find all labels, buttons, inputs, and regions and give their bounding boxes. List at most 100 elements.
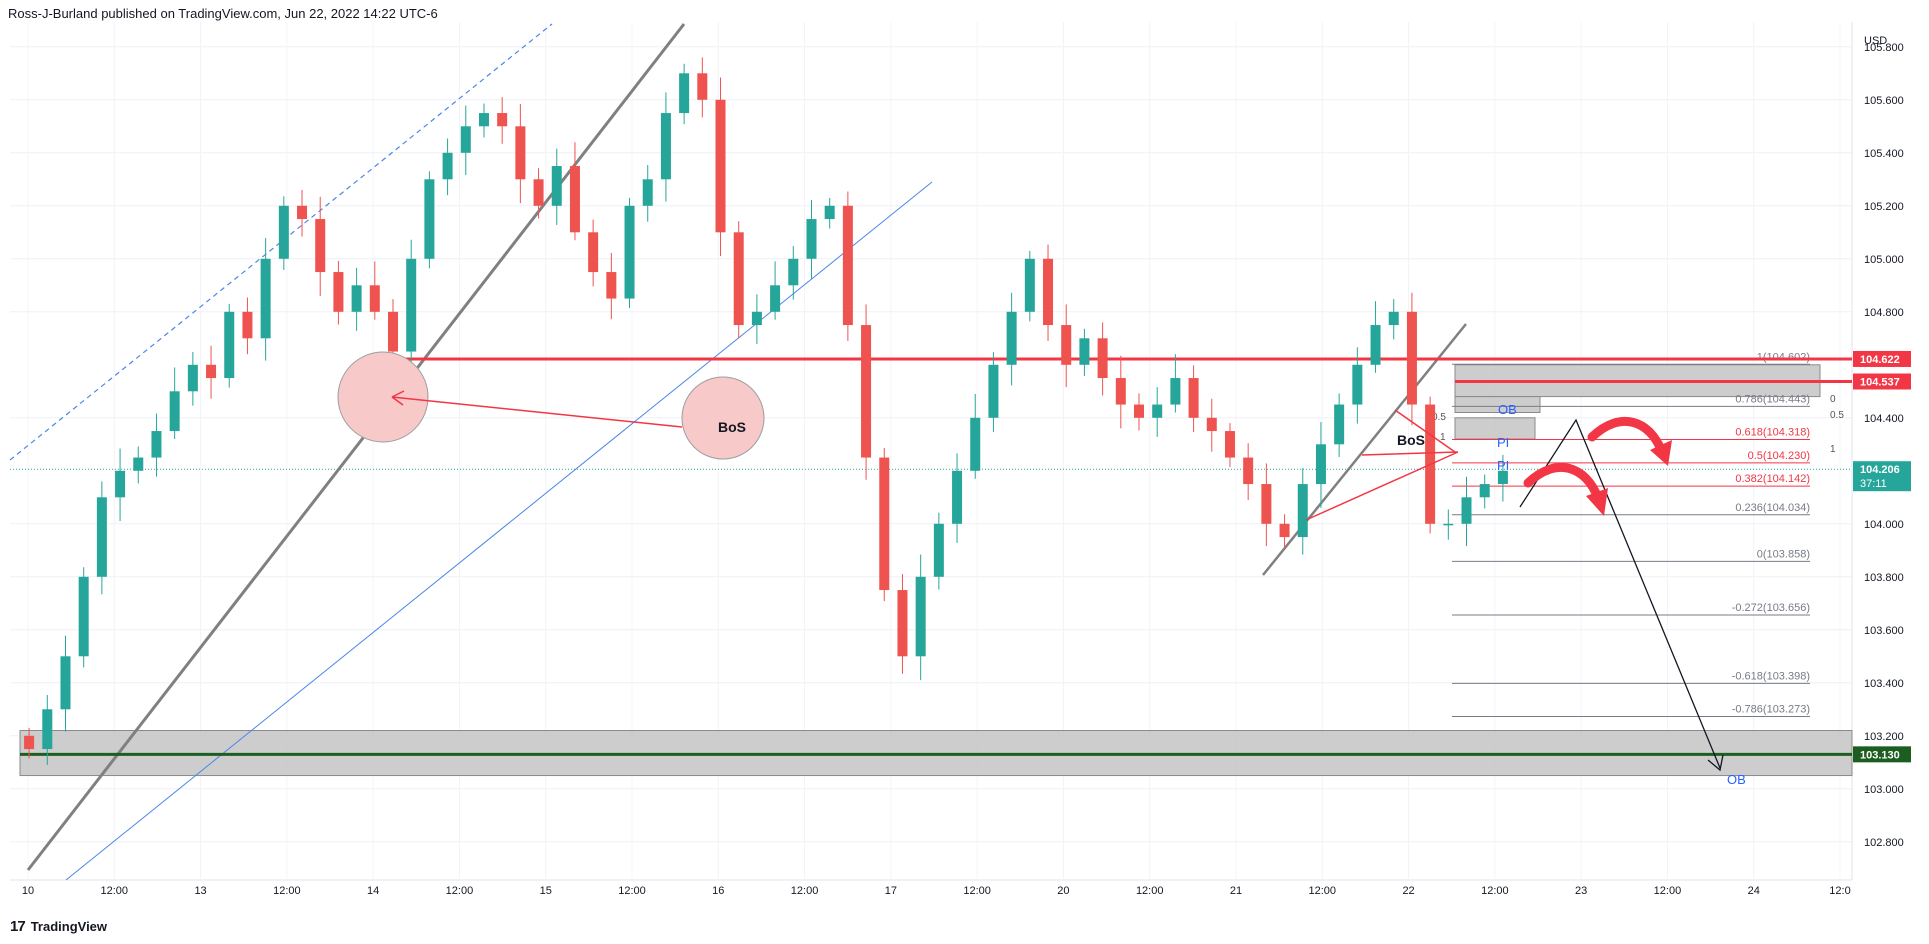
x-tick-label: 12:00 bbox=[1136, 885, 1164, 897]
ob-label-top: OB bbox=[1498, 402, 1517, 417]
x-tick-label: 12:00 bbox=[273, 885, 301, 897]
candle-body bbox=[697, 73, 708, 100]
candle-body bbox=[1152, 404, 1163, 418]
candle-body bbox=[242, 311, 253, 339]
bos-arrows-2 bbox=[1305, 409, 1459, 521]
y-tick-label: 105.400 bbox=[1864, 148, 1904, 160]
y-tick-label: 104.400 bbox=[1864, 413, 1904, 425]
candle-body bbox=[1133, 404, 1145, 418]
fib-label-0: 0(103.858) bbox=[1757, 548, 1810, 560]
bos-label-2: BoS bbox=[1397, 432, 1425, 448]
candle-body bbox=[606, 272, 617, 299]
fib-label-0.618: 0.618(104.318) bbox=[1735, 427, 1810, 439]
y-tick-label: 105.600 bbox=[1864, 95, 1904, 107]
candle-body bbox=[588, 232, 599, 273]
pi-label-1: PI bbox=[1497, 435, 1509, 450]
candle-body bbox=[497, 113, 508, 127]
x-tick-label: 13 bbox=[194, 885, 206, 897]
price-tag-bg bbox=[1853, 746, 1911, 763]
tradingview-logo-icon: 17 bbox=[10, 918, 26, 935]
candle-body bbox=[1406, 311, 1417, 405]
candle-body bbox=[1097, 338, 1108, 379]
candle-body bbox=[970, 417, 981, 471]
pi-zone-2 bbox=[1454, 417, 1536, 440]
bos-arrow-1 bbox=[391, 396, 683, 428]
x-tick-label: 12:00 bbox=[446, 885, 474, 897]
candle-body bbox=[187, 364, 198, 392]
candle-body bbox=[624, 205, 635, 299]
x-tick-label: 21 bbox=[1230, 885, 1242, 897]
tradingview-brand: TradingView bbox=[30, 919, 108, 934]
candle-body bbox=[406, 258, 417, 352]
candle-body bbox=[278, 205, 289, 259]
x-tick-label: 12:00 bbox=[963, 885, 991, 897]
candle-body bbox=[42, 709, 53, 750]
y-tick-label: 103.200 bbox=[1864, 731, 1904, 743]
y-tick-label: 103.400 bbox=[1864, 678, 1904, 690]
candle-body bbox=[988, 364, 999, 418]
tradingview-footer[interactable]: 17 TradingView bbox=[10, 918, 107, 935]
candle-body bbox=[751, 311, 762, 326]
candle-body bbox=[387, 311, 399, 352]
y-tick-label: 105.000 bbox=[1864, 254, 1904, 266]
candle-body bbox=[806, 219, 817, 259]
candle-body bbox=[679, 73, 690, 114]
candle-body bbox=[642, 179, 653, 206]
small-fib-label: 0 bbox=[1830, 394, 1836, 405]
candle-body bbox=[1006, 311, 1017, 365]
candle-body bbox=[551, 166, 562, 206]
fib-label--0.272: -0.272(103.656) bbox=[1732, 602, 1810, 614]
x-tick-label: 17 bbox=[885, 885, 897, 897]
candle-body bbox=[96, 497, 107, 577]
candle-body bbox=[1061, 325, 1072, 365]
y-tick-label: 105.800 bbox=[1864, 42, 1904, 54]
candle-body bbox=[478, 113, 489, 127]
x-tick-label: 20 bbox=[1057, 885, 1069, 897]
fib-label-0.5: 0.5(104.230) bbox=[1748, 450, 1810, 462]
price-tag-104.622: 104.622 bbox=[1860, 354, 1900, 366]
candle-body bbox=[460, 126, 471, 153]
small-fib-label: 1 bbox=[1830, 444, 1836, 455]
x-tick-label: 12:00 bbox=[101, 885, 129, 897]
price-tag-bg bbox=[1853, 350, 1911, 367]
ob-label-bottom: OB bbox=[1727, 772, 1746, 787]
candle-body bbox=[1497, 470, 1508, 485]
candle-body bbox=[1243, 457, 1254, 485]
candle-body bbox=[133, 457, 144, 471]
bos-arrowhead-1 bbox=[391, 390, 405, 406]
x-tick-label: 12:0 bbox=[1829, 885, 1850, 897]
candle-body bbox=[824, 205, 835, 220]
candle-body bbox=[533, 179, 544, 206]
x-tick-label: 12:00 bbox=[618, 885, 646, 897]
grid-lines bbox=[10, 22, 1853, 881]
bos-circle-1 bbox=[337, 351, 429, 443]
candle-body bbox=[1079, 338, 1090, 365]
candle-body bbox=[60, 656, 71, 710]
candle-body bbox=[1479, 484, 1490, 498]
price-tag-countdown: 37:11 bbox=[1860, 478, 1887, 490]
candle-body bbox=[151, 431, 162, 458]
candle-body bbox=[24, 735, 35, 750]
candle-body bbox=[1170, 378, 1181, 405]
y-tick-label: 104.800 bbox=[1864, 307, 1904, 319]
pi-zone-1 bbox=[1454, 396, 1541, 414]
fib-label-1: 1(104.602) bbox=[1757, 351, 1810, 363]
candle-body bbox=[78, 576, 89, 657]
price-tag-bg bbox=[1853, 461, 1911, 492]
x-tick-label: 12:00 bbox=[1654, 885, 1682, 897]
fib-label--0.786: -0.786(103.273) bbox=[1732, 703, 1810, 715]
x-tick-label: 15 bbox=[540, 885, 552, 897]
x-tick-label: 12:00 bbox=[1481, 885, 1509, 897]
candle-body bbox=[115, 470, 126, 498]
candle-body bbox=[660, 113, 671, 180]
price-tag-bg bbox=[1853, 373, 1911, 390]
price-tag-103.130: 103.130 bbox=[1860, 749, 1900, 761]
pi-label-2: PI bbox=[1497, 458, 1509, 473]
bos-circle-2 bbox=[681, 376, 765, 460]
candle-body bbox=[861, 325, 872, 458]
x-tick-label: 23 bbox=[1575, 885, 1587, 897]
currency-label: USD bbox=[1864, 35, 1887, 47]
candle-body bbox=[733, 232, 744, 326]
candle-body bbox=[1352, 364, 1363, 405]
